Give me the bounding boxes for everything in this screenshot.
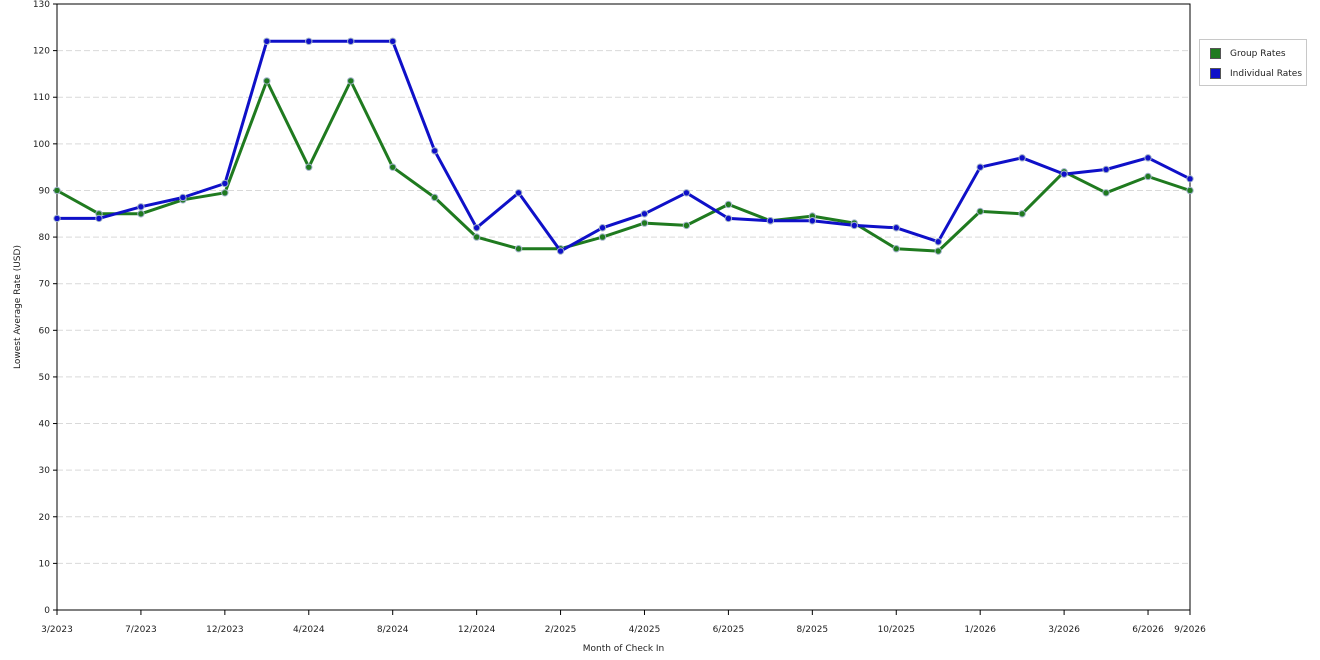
data-point-group-rates — [1018, 210, 1026, 218]
data-point-group-rates — [892, 245, 900, 253]
x-axis: 3/2023 7/2023 12/2023 4/2024 8/2024 12/2024 2/… — [41, 610, 1206, 635]
y-tick-label: 120 — [33, 47, 50, 57]
data-point-group-rates — [389, 163, 397, 171]
gridlines — [57, 50, 1190, 564]
data-point-individual-rates — [472, 224, 481, 232]
data-point-individual-rates — [682, 189, 691, 197]
legend-label-individual-rates: Individual Rates — [1230, 68, 1303, 79]
data-point-group-rates — [472, 233, 481, 241]
legend: Group Rates Individual Rates — [1199, 39, 1307, 86]
data-point-individual-rates — [95, 214, 103, 223]
data-point-individual-rates — [53, 214, 61, 223]
data-point-group-rates — [514, 245, 523, 253]
x-tick-label: 9/2026 — [1174, 625, 1206, 635]
data-point-individual-rates — [766, 217, 775, 225]
series-group-rates — [53, 77, 1194, 255]
x-tick-label: 10/2025 — [878, 625, 915, 635]
data-point-individual-rates — [1018, 154, 1026, 162]
y-tick-label: 40 — [39, 420, 51, 430]
data-point-group-rates — [263, 77, 271, 85]
data-point-individual-rates — [598, 224, 607, 232]
data-point-group-rates — [1144, 172, 1152, 181]
data-point-individual-rates — [724, 214, 733, 223]
data-point-individual-rates — [179, 193, 187, 202]
data-point-individual-rates — [892, 224, 900, 232]
individual-rates-swatch — [1210, 68, 1221, 79]
data-point-group-rates — [53, 186, 61, 195]
data-point-group-rates — [598, 233, 607, 241]
series-line-group-rates — [56, 79, 1191, 253]
y-tick-label: 10 — [39, 559, 51, 569]
series-layer — [53, 37, 1194, 255]
data-point-group-rates — [137, 210, 145, 218]
x-tick-label: 1/2026 — [964, 625, 996, 635]
legend-item-individual-rates: Individual Rates — [1210, 68, 1302, 79]
data-point-individual-rates — [976, 163, 984, 171]
y-tick-label: 90 — [39, 186, 51, 196]
legend-label-group-rates: Group Rates — [1230, 48, 1286, 59]
x-tick-label: 8/2024 — [377, 625, 409, 635]
data-point-group-rates — [976, 207, 984, 216]
x-tick-label: 3/2026 — [1048, 625, 1080, 635]
x-tick-label: 7/2023 — [125, 625, 157, 635]
data-point-individual-rates — [221, 179, 229, 188]
data-point-group-rates — [1186, 186, 1194, 195]
y-tick-label: 20 — [39, 513, 51, 523]
y-tick-label: 30 — [39, 466, 51, 476]
y-tick-label: 70 — [39, 280, 51, 290]
data-point-individual-rates — [347, 37, 355, 45]
y-axis: 0 10 20 30 40 50 60 70 80 90 100 110 120 130 — [33, 0, 57, 616]
series-line-individual-rates — [57, 39, 1191, 253]
x-tick-label: 3/2023 — [41, 625, 73, 635]
x-tick-label: 4/2024 — [293, 625, 325, 635]
x-tick-label: 12/2024 — [458, 625, 496, 635]
plot-area-frame — [56, 3, 1191, 611]
data-point-individual-rates — [1060, 170, 1068, 178]
y-axis-title: Lowest Average Rate (USD) — [13, 245, 23, 369]
y-tick-label: 80 — [39, 233, 51, 243]
data-point-group-rates — [682, 221, 691, 230]
x-tick-label: 6/2026 — [1132, 625, 1164, 635]
data-point-group-rates — [934, 247, 942, 255]
y-tick-label: 60 — [39, 326, 51, 336]
x-tick-label: 8/2025 — [796, 625, 828, 635]
group-rates-swatch — [1210, 48, 1221, 59]
legend-item-group-rates: Group Rates — [1210, 48, 1286, 59]
y-tick-label: 0 — [44, 606, 50, 616]
x-tick-label: 2/2025 — [545, 625, 577, 635]
data-point-individual-rates — [1144, 154, 1152, 162]
data-point-individual-rates — [430, 147, 439, 155]
series-individual-rates — [53, 37, 1194, 255]
data-point-group-rates — [305, 163, 313, 171]
y-tick-label: 130 — [33, 0, 50, 10]
data-point-individual-rates — [556, 247, 565, 255]
data-point-group-rates — [221, 189, 229, 197]
data-point-individual-rates — [389, 37, 397, 45]
data-point-group-rates — [724, 200, 733, 209]
data-point-individual-rates — [808, 217, 817, 225]
data-point-group-rates — [1102, 189, 1110, 197]
data-point-group-rates — [347, 77, 355, 85]
data-point-individual-rates — [850, 221, 858, 230]
data-point-individual-rates — [934, 238, 942, 246]
data-point-individual-rates — [305, 37, 313, 45]
x-tick-label: 4/2025 — [629, 625, 661, 635]
x-tick-label: 6/2025 — [713, 625, 745, 635]
data-point-group-rates — [640, 219, 649, 227]
data-point-individual-rates — [137, 203, 145, 211]
data-point-individual-rates — [514, 189, 523, 197]
data-point-individual-rates — [640, 210, 649, 218]
y-tick-label: 100 — [33, 140, 50, 150]
y-tick-label: 50 — [39, 373, 51, 383]
data-point-individual-rates — [263, 37, 271, 45]
data-point-group-rates — [430, 193, 439, 202]
x-axis-title: Month of Check In — [583, 644, 665, 654]
x-tick-label: 12/2023 — [206, 625, 243, 635]
data-point-individual-rates — [1102, 165, 1110, 174]
data-point-individual-rates — [1186, 175, 1194, 183]
y-tick-label: 110 — [33, 93, 50, 103]
